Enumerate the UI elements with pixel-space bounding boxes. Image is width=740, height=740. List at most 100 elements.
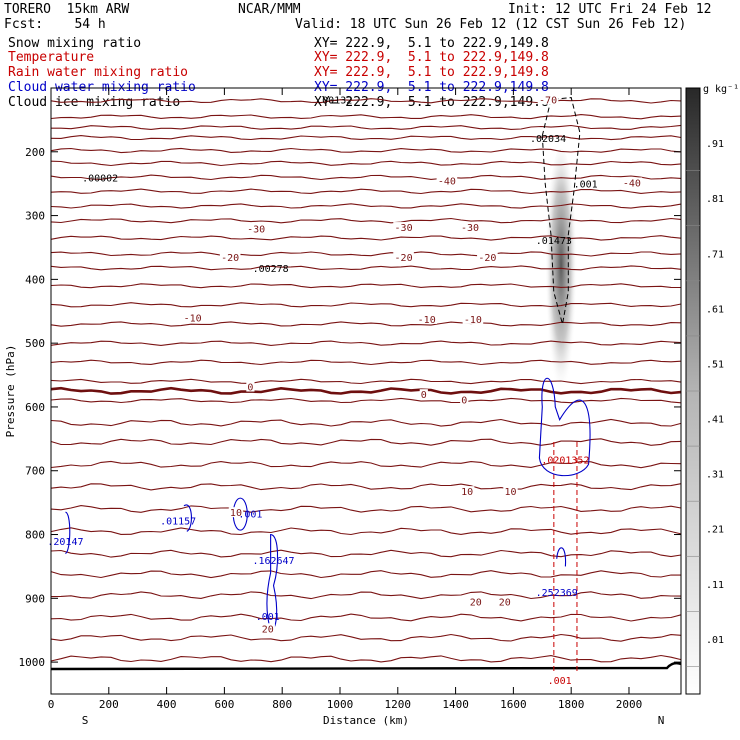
isotherm-label-bg [537, 94, 559, 105]
isotherm [50, 340, 682, 346]
isotherm [50, 613, 682, 622]
x-tick-label: 0 [48, 698, 55, 711]
y-tick-label: 600 [25, 401, 45, 414]
isotherm-label-bg [497, 596, 512, 607]
field-xy-temperature: XY= 222.9, 5.1 to 222.9,149.8 [314, 50, 549, 65]
isotherm [50, 460, 682, 469]
isotherm-label: -30 [461, 223, 479, 234]
isotherm-label-bg [460, 394, 469, 405]
field-xy-rain: XY= 222.9, 5.1 to 222.9,149.8 [314, 65, 549, 80]
isotherm-label-bg [436, 175, 458, 186]
isotherm-label-bg [260, 623, 275, 634]
isotherm-label: -20 [478, 253, 496, 264]
isotherm-label: 20 [499, 598, 511, 609]
x-tick-label: 400 [157, 698, 177, 711]
isotherm [50, 570, 682, 579]
colorbar-label: .01 [706, 635, 724, 646]
extremum-label: .01157 [160, 516, 196, 527]
isotherm [50, 265, 682, 271]
x-tick-label: 600 [214, 698, 234, 711]
isotherm [50, 633, 682, 642]
isotherm-label-bg [182, 312, 203, 323]
y-tick-label: 700 [25, 465, 45, 478]
y-tick-label: 1000 [19, 656, 46, 669]
isotherm [50, 591, 682, 600]
y-tick-label: 500 [25, 337, 45, 350]
plot-frame [50, 87, 682, 695]
isotherm-label: -10 [464, 315, 482, 326]
isotherm-label: 0 [421, 390, 427, 401]
isotherm [50, 203, 682, 209]
isotherm [50, 114, 682, 120]
isotherm [50, 302, 682, 308]
isotherm-label: 10 [504, 487, 516, 498]
isotherm-label: -70 [539, 95, 557, 106]
cloud-water-contour [556, 547, 567, 567]
extremum-label: .00132 [316, 95, 352, 106]
isotherm-label-bg [393, 252, 414, 263]
y-tick-label: 800 [25, 529, 45, 542]
model-title: TORERO 15km ARW [4, 2, 130, 17]
isotherm-label-bg [419, 389, 428, 400]
colorbar-label: .71 [706, 249, 724, 260]
extremum-label: .001 [548, 676, 572, 687]
isotherm [50, 505, 682, 513]
extremum-label: .00002 [82, 173, 118, 184]
extremum-label: .001 [256, 612, 280, 623]
isotherm [50, 188, 682, 195]
extremum-label: .162647 [252, 556, 294, 567]
x-tick-label: 1400 [442, 698, 469, 711]
isotherm-label: -30 [395, 223, 413, 234]
colorbar-label: .41 [706, 415, 724, 426]
x-tick-label: 1800 [558, 698, 585, 711]
extremum-label: .00278 [253, 264, 289, 275]
y-tick-label: 400 [25, 273, 45, 286]
extremum-label: .001 [238, 509, 262, 520]
isotherm [50, 217, 682, 224]
isotherm-label-bg [503, 486, 518, 497]
isotherm [50, 135, 682, 141]
colorbar-label: .61 [706, 304, 724, 315]
extremum-label: .20147 [47, 537, 83, 548]
isotherm [50, 654, 682, 663]
extremum-label: .0201352 [541, 455, 589, 466]
south-label: S [82, 714, 89, 727]
x-tick-label: 1200 [385, 698, 412, 711]
isotherm [50, 251, 682, 257]
isotherm-label: -20 [221, 253, 239, 264]
isotherm-label: -20 [395, 253, 413, 264]
cloud-water-contour [64, 511, 71, 555]
isotherm-label-bg [246, 381, 255, 392]
isotherm-label: 20 [470, 598, 482, 609]
isotherm-label-bg [245, 223, 267, 234]
isotherm-label-bg [416, 313, 437, 324]
cloud-water-contour [538, 377, 591, 477]
colorbar-label: .11 [706, 580, 724, 591]
isotherm-label: -40 [438, 176, 456, 187]
valid-time: Valid: 18 UTC Sun 26 Feb 12 (12 CST Sun … [295, 17, 687, 32]
field-xy-snow: XY= 222.9, 5.1 to 222.9,149.8 [314, 36, 549, 51]
isotherm [50, 235, 682, 241]
isotherm-label: -30 [247, 224, 265, 235]
colorbar-label: .91 [706, 139, 724, 150]
colorbar-unit: g kg⁻¹ [703, 84, 739, 95]
isotherm-label-bg [477, 252, 498, 263]
isotherm-label-bg [459, 486, 475, 497]
isotherm [50, 549, 682, 558]
forecast-hour: Fcst: 54 h [4, 17, 106, 32]
isotherm [50, 418, 682, 427]
isotherm [50, 174, 682, 181]
extremum-label: .001 [574, 180, 598, 191]
isotherm-label: 0 [461, 395, 467, 406]
x-tick-label: 2000 [616, 698, 643, 711]
cloud-water-contour [183, 504, 192, 532]
isotherm [50, 160, 682, 167]
isotherm-label: -40 [623, 178, 641, 189]
field-name-rain: Rain water mixing ratio [8, 65, 189, 80]
y-tick-label: 300 [25, 210, 45, 223]
isotherm-label: 10 [461, 487, 473, 498]
extremum-label: .252369 [536, 588, 578, 599]
x-tick-label: 200 [99, 698, 119, 711]
colorbar-label: .51 [706, 359, 724, 370]
